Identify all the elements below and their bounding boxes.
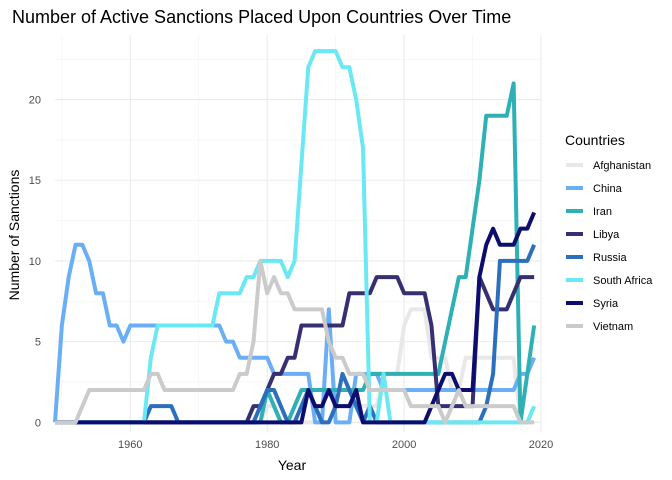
- y-tick-label: 10: [29, 256, 41, 268]
- legend: Countries Afghanistan China Iran Libya Russi…: [565, 132, 653, 333]
- series-line-vietnam: [55, 258, 535, 425]
- y-axis-title: Number of Sanctions: [6, 170, 22, 301]
- legend-items: Afghanistan China Iran Libya Russia South Afr…: [566, 160, 653, 333]
- y-tick-label: 20: [29, 95, 41, 107]
- minor-gridlines: [55, 35, 541, 432]
- legend-title: Countries: [565, 132, 625, 148]
- x-tick-label: 1960: [118, 439, 142, 451]
- legend-label-south-africa: South Africa: [593, 275, 653, 287]
- plot-panel: [53, 35, 542, 432]
- y-tick-label: 0: [35, 417, 41, 429]
- x-tick-label: 2020: [529, 439, 553, 451]
- x-axis-title: Year: [278, 457, 307, 473]
- chart-title: Number of Active Sanctions Placed Upon C…: [12, 7, 511, 27]
- y-tick-label: 5: [35, 337, 41, 349]
- series-line-iran: [55, 81, 537, 425]
- y-tick-label: 15: [29, 175, 41, 187]
- series-line-syria: [55, 211, 536, 425]
- series-lines: [53, 49, 537, 425]
- series-line-libya: [55, 275, 535, 425]
- legend-label-syria: Syria: [593, 298, 619, 310]
- legend-label-russia: Russia: [593, 252, 628, 264]
- legend-label-iran: Iran: [593, 206, 612, 218]
- legend-label-vietnam: Vietnam: [593, 321, 633, 333]
- x-tick-label: 2000: [392, 439, 416, 451]
- x-tick-label: 1980: [255, 439, 279, 451]
- legend-label-libya: Libya: [593, 229, 620, 241]
- x-axis-ticks: 1960 1980 2000 2020: [118, 439, 553, 451]
- legend-label-china: China: [593, 183, 623, 195]
- legend-label-afghanistan: Afghanistan: [593, 160, 651, 172]
- y-axis-ticks: 0 5 10 15 20: [29, 95, 41, 430]
